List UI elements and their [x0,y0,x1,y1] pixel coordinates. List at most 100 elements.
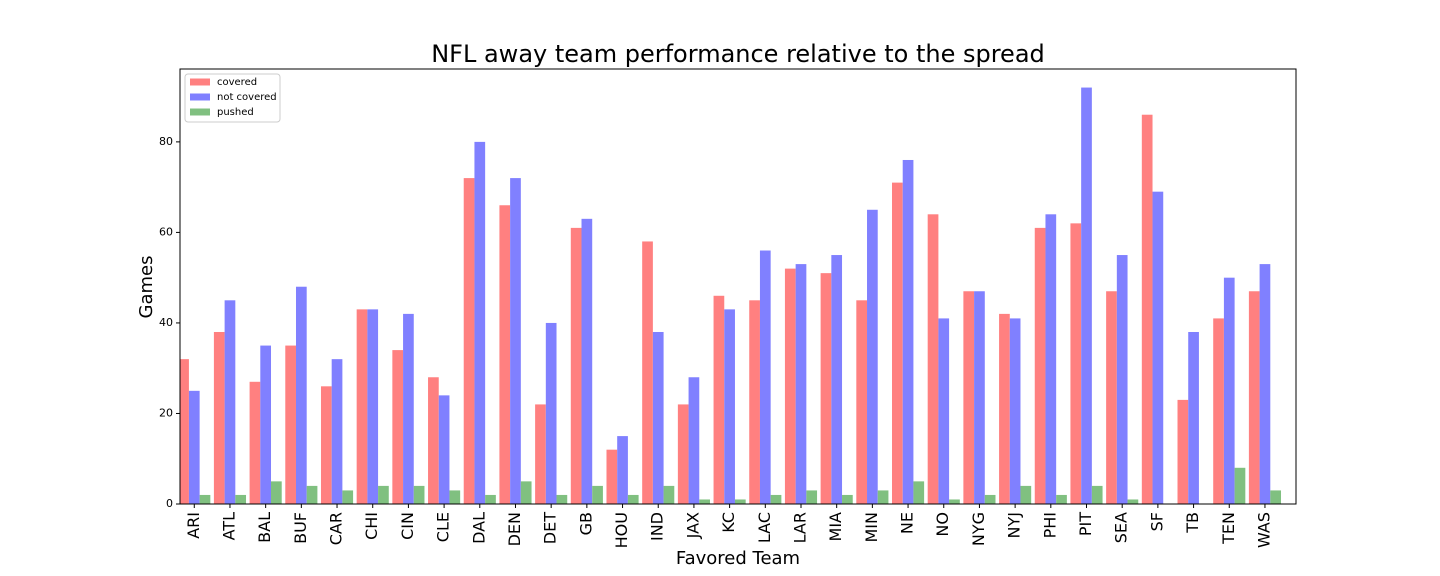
x-tick-label: SF [1147,512,1166,531]
bar [770,494,782,504]
x-tick-label: KC [719,512,738,533]
bar [285,345,296,504]
bar [1188,331,1199,504]
bar [999,313,1010,504]
x-tick-label: DEN [505,512,524,546]
bar [856,300,868,504]
bar [392,350,404,504]
x-tick-label: WAS [1254,512,1273,548]
bar [485,494,496,504]
bar [1248,291,1260,504]
bar [867,209,878,504]
bar [724,309,735,504]
y-tick-label: 20 [159,406,173,419]
bar [306,485,318,504]
bar [438,395,450,504]
x-tick-label: DAL [469,512,488,544]
bar [499,205,511,504]
x-tick-label: SEA [1112,512,1131,543]
bar [271,481,282,504]
bar [570,227,582,504]
y-tick-label: 0 [166,497,173,510]
bar [213,331,225,504]
bar [1081,87,1092,504]
bar [180,359,189,504]
bar [1223,277,1235,504]
x-tick-label: LAC [755,512,774,543]
bar [1270,490,1282,504]
bar [891,182,903,504]
bar [331,359,343,504]
bar [831,255,843,504]
x-tick-label: ARI [184,512,203,539]
bar [199,494,211,504]
bar [413,485,425,504]
x-tick-label: ATL [219,512,238,540]
bar [367,309,379,504]
x-tick-label: GB [576,512,595,535]
plot-frame [179,68,1297,505]
bar [1070,223,1082,504]
bar [1259,264,1271,504]
bar [581,218,593,504]
y-tick-label: 40 [159,316,173,329]
bar [1056,494,1067,504]
x-tick-label: NYG [969,512,988,546]
chart-title: NFL away team performance relative to th… [431,40,1045,68]
bar [713,295,725,504]
bar [642,241,653,504]
x-tick-label: JAX [683,512,702,539]
bar [260,345,272,504]
bar [1009,318,1021,504]
bar [403,313,414,504]
bar [842,494,853,504]
bar [428,377,439,504]
bar [795,264,807,504]
bar [463,178,475,504]
bar [974,291,985,504]
bar [688,377,700,504]
legend-label: not covered [217,92,277,103]
x-tick-label: BAL [255,512,274,543]
bar [734,499,746,504]
bar [627,494,639,504]
y-tick-label: 80 [159,135,173,148]
bar [356,309,368,504]
x-tick-label: MIA [826,512,845,542]
bar [378,485,389,504]
x-tick-label: NO [933,512,952,537]
x-tick-label: CIN [398,512,417,540]
bar [663,485,675,504]
x-tick-label: CAR [327,512,346,545]
bar [1234,467,1246,504]
x-tick-label: IND [648,512,667,541]
x-tick-label: TEN [1219,512,1238,545]
bar [652,331,664,504]
x-tick-label: NYJ [1005,512,1024,538]
bar [556,494,568,504]
x-tick-label: PIT [1076,512,1095,536]
x-tick-label: NE [898,512,917,534]
x-tick-label: CHI [362,512,381,540]
bar [877,490,889,504]
x-tick-label: HOU [612,512,631,548]
bar [699,499,710,504]
y-tick-label: 60 [159,225,173,238]
bar [1045,214,1057,504]
x-tick-label: DET [541,512,560,544]
bar [535,404,546,504]
bar [784,268,796,504]
bar [749,300,760,504]
bar [235,494,247,504]
bar [984,494,996,504]
bar [510,178,521,504]
bar [249,381,261,504]
bar [938,318,950,504]
bar [949,499,960,504]
bar [474,141,486,504]
bar [545,322,557,504]
bar [1116,255,1128,504]
plot-area [180,87,1282,504]
x-tick-label: CLE [434,512,453,542]
